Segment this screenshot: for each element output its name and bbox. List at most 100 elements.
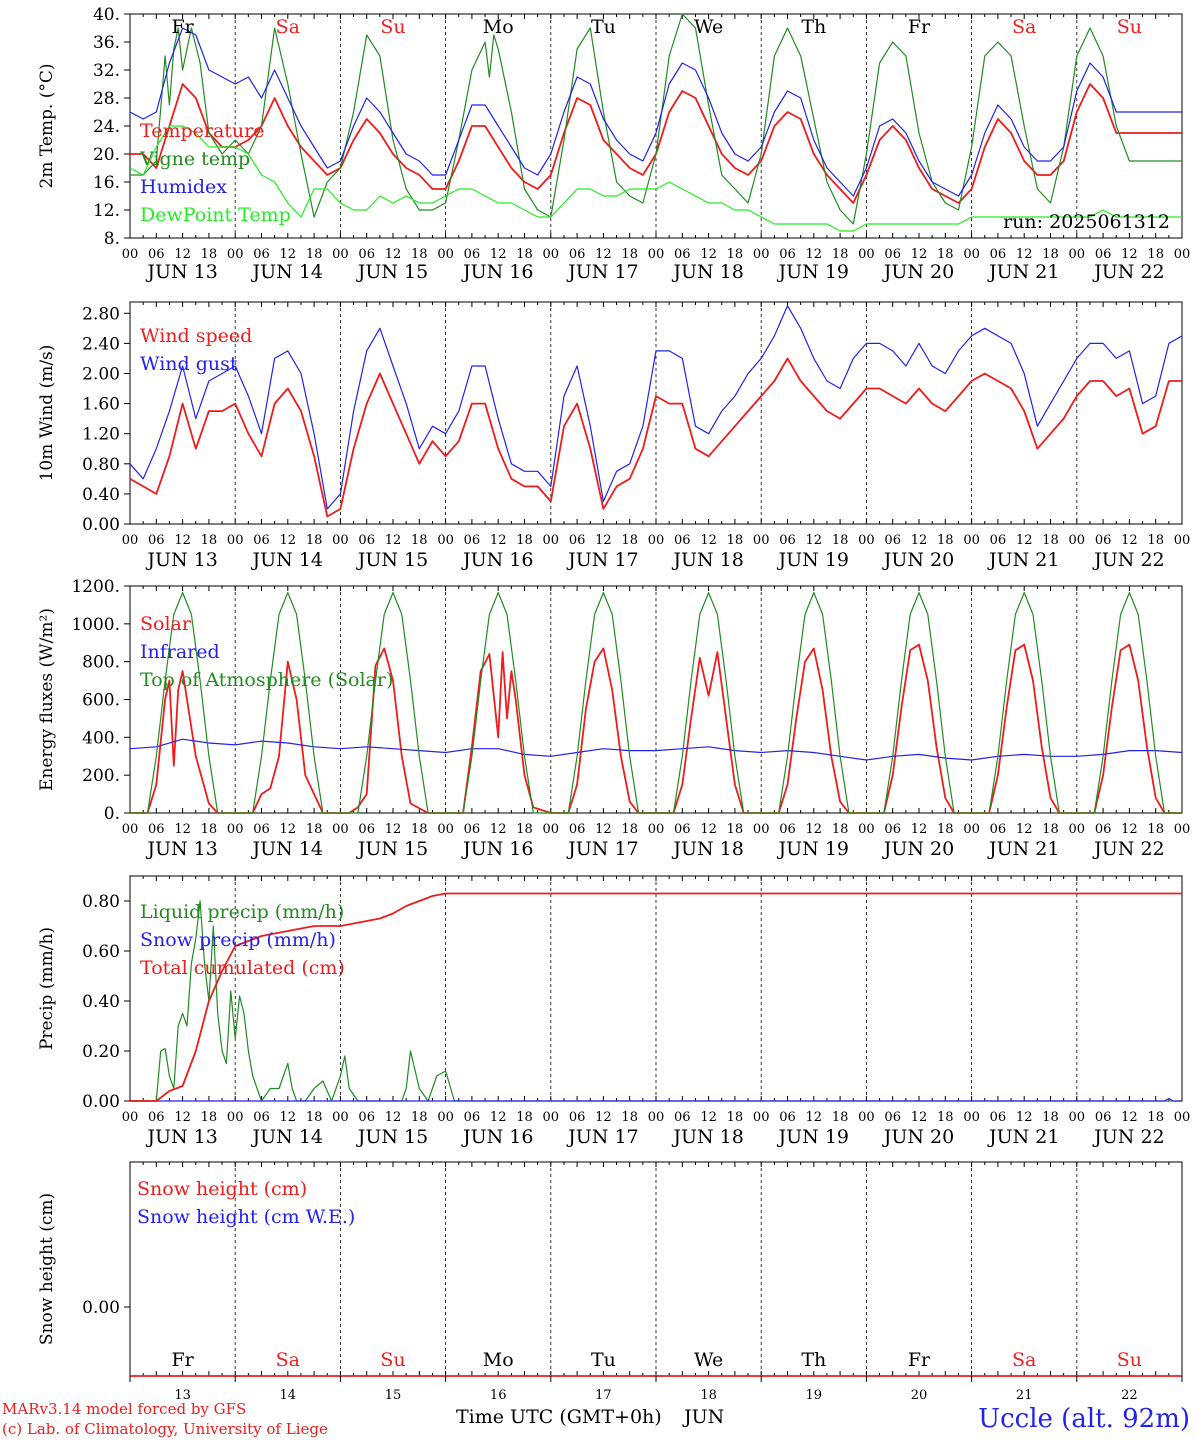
x-date-label: JUN 20 xyxy=(882,838,954,860)
x-hour-label: 06 xyxy=(990,533,1007,548)
x-hour-label: 06 xyxy=(569,533,586,548)
y-tick-label: 36. xyxy=(93,33,120,53)
x-hour-label: 18 xyxy=(1042,533,1059,548)
x-date-label: JUN 17 xyxy=(566,549,638,571)
weekday-label: We xyxy=(694,16,723,38)
x-hour-label: 00 xyxy=(963,533,980,548)
x-hour-label: 18 xyxy=(1147,247,1164,262)
x-hour-label: 12 xyxy=(595,247,612,262)
x-hour-label: 12 xyxy=(1016,1110,1033,1125)
x-hour-label: 06 xyxy=(569,822,586,837)
x-hour-label: 06 xyxy=(1095,822,1112,837)
x-hour-label: 12 xyxy=(280,1110,297,1125)
x-hour-label: 18 xyxy=(201,533,218,548)
x-hour-label: 18 xyxy=(832,533,849,548)
run-annotation: run: 2025061312 xyxy=(1003,211,1170,233)
y-axis-label: Snow height (cm) xyxy=(37,1193,57,1345)
x-hour-label: 00 xyxy=(1174,247,1191,262)
x-hour-label: 12 xyxy=(490,1110,507,1125)
weekday-label: Fr xyxy=(171,1349,194,1371)
y-tick-label: 200. xyxy=(82,766,120,786)
y-tick-label: 800. xyxy=(82,653,120,673)
x-hour-label: 00 xyxy=(332,1110,349,1125)
series-line-infrared xyxy=(129,738,1183,761)
day-number-label: 16 xyxy=(490,1388,507,1403)
x-hour-label: 00 xyxy=(332,822,349,837)
weekday-label: Mo xyxy=(483,1349,514,1371)
x-hour-label: 00 xyxy=(648,533,665,548)
x-date-label: JUN 13 xyxy=(145,549,217,571)
series-line-vigne-temp xyxy=(130,13,1182,225)
x-hour-label: 12 xyxy=(385,1110,402,1125)
x-axis-month: JUN xyxy=(682,1406,724,1428)
x-date-label: JUN 18 xyxy=(671,549,743,571)
x-date-label: JUN 14 xyxy=(251,1126,323,1148)
x-hour-label: 12 xyxy=(700,1110,717,1125)
x-hour-label: 18 xyxy=(621,533,638,548)
x-hour-label: 18 xyxy=(1147,822,1164,837)
x-axis-label: Time UTC (GMT+0h) xyxy=(456,1406,662,1428)
x-hour-label: 06 xyxy=(464,822,481,837)
legend-entry: DewPoint Temp xyxy=(140,204,291,226)
x-hour-label: 06 xyxy=(358,1110,375,1125)
x-hour-label: 06 xyxy=(1095,1110,1112,1125)
x-hour-label: 18 xyxy=(727,822,744,837)
x-hour-label: 18 xyxy=(1147,1110,1164,1125)
weekday-label: Th xyxy=(801,16,826,38)
x-date-label: JUN 17 xyxy=(566,261,638,283)
x-hour-label: 00 xyxy=(858,1110,875,1125)
x-hour-label: 00 xyxy=(122,1110,139,1125)
x-date-label: JUN 19 xyxy=(777,549,849,571)
x-hour-label: 06 xyxy=(148,822,165,837)
x-hour-label: 12 xyxy=(490,533,507,548)
x-hour-label: 06 xyxy=(779,822,796,837)
x-hour-label: 18 xyxy=(306,533,323,548)
x-hour-label: 12 xyxy=(280,533,297,548)
x-hour-label: 00 xyxy=(753,1110,770,1125)
x-date-label: JUN 16 xyxy=(461,261,533,283)
x-hour-label: 00 xyxy=(1174,533,1191,548)
x-hour-label: 06 xyxy=(674,1110,691,1125)
x-hour-label: 18 xyxy=(621,822,638,837)
legend-entry: Wind speed xyxy=(140,325,252,347)
legend-entry: Solar xyxy=(140,613,192,635)
x-hour-label: 00 xyxy=(1174,822,1191,837)
y-tick-label: 0.40 xyxy=(82,992,120,1012)
x-hour-label: 00 xyxy=(858,533,875,548)
x-hour-label: 00 xyxy=(122,822,139,837)
y-axis-label: 10m Wind (m/s) xyxy=(37,345,57,482)
x-hour-label: 12 xyxy=(700,533,717,548)
panel-4: 0.00 0.20 0.40 0.60 0.80 Precip (mm/h) 00 06 12 1… xyxy=(37,875,1190,1148)
x-hour-label: 12 xyxy=(280,822,297,837)
y-tick-label: 0.60 xyxy=(82,942,120,962)
x-hour-label: 18 xyxy=(411,247,428,262)
x-hour-label: 18 xyxy=(621,1110,638,1125)
x-hour-label: 06 xyxy=(464,533,481,548)
legend-entry: Temperature xyxy=(140,120,264,142)
x-hour-label: 06 xyxy=(884,533,901,548)
weekday-label: Tu xyxy=(591,1349,616,1371)
x-hour-label: 06 xyxy=(990,247,1007,262)
day-number-label: 18 xyxy=(700,1388,717,1403)
x-hour-label: 06 xyxy=(253,822,270,837)
x-hour-label: 18 xyxy=(832,822,849,837)
x-date-label: JUN 14 xyxy=(251,261,323,283)
series-line-temperature xyxy=(130,83,1182,204)
y-tick-label: 0.80 xyxy=(82,455,120,475)
y-axis-label: 2m Temp. (°C) xyxy=(37,63,57,188)
y-tick-label: 0.00 xyxy=(82,1298,120,1318)
x-hour-label: 00 xyxy=(1069,533,1086,548)
x-hour-label: 06 xyxy=(779,1110,796,1125)
panel-5: 0.00 Snow height (cm) Snow height (cm) Snow… xyxy=(37,1161,1183,1403)
series-line-humidex xyxy=(129,27,1182,197)
y-tick-label: 32. xyxy=(93,61,120,81)
x-hour-label: 18 xyxy=(1042,1110,1059,1125)
x-hour-label: 18 xyxy=(621,247,638,262)
x-hour-label: 12 xyxy=(1121,822,1138,837)
legend-entry: Snow height (cm W.E.) xyxy=(137,1206,355,1228)
weekday-label: Su xyxy=(380,1349,405,1371)
x-hour-label: 18 xyxy=(411,822,428,837)
x-hour-label: 00 xyxy=(753,533,770,548)
legend-entry: Humidex xyxy=(140,176,227,198)
